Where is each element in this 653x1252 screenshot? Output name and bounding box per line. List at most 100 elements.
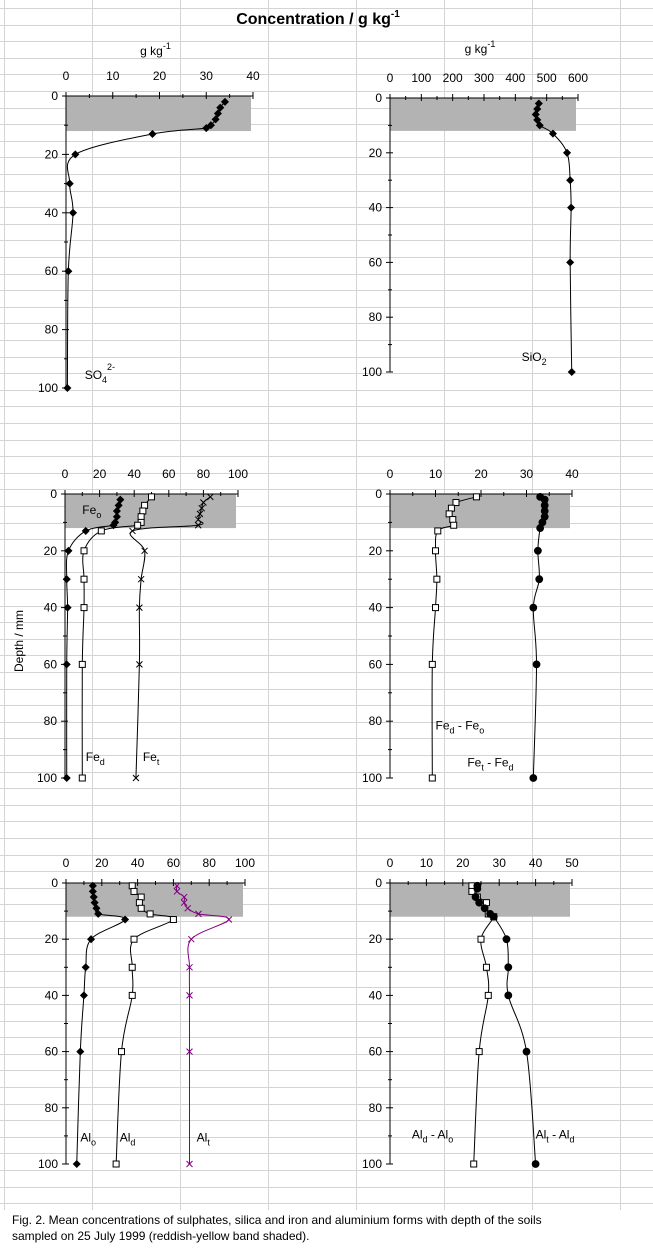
x-tick-label-fe_diff: 10 — [429, 467, 443, 481]
series-fe-0 — [62, 495, 125, 783]
data-point-fe-0-7 — [64, 546, 73, 555]
data-point-al-0-5 — [94, 909, 103, 918]
data-point-fe_diff-1-9 — [529, 603, 538, 612]
axes-al — [62, 879, 246, 1165]
annotation-al_diff-1-sub: t — [546, 1135, 549, 1145]
data-point-fe-1-5 — [134, 521, 142, 529]
figure-title-text: Concentration / g kg — [236, 11, 391, 28]
annotation-al_diff-1: Alt - Ald — [536, 1128, 575, 1145]
x-tick-label-fe_diff: 20 — [474, 467, 488, 481]
annotation-al_diff-0: Ald - Alo — [412, 1128, 453, 1145]
annotation-al-2: Alt — [197, 1131, 211, 1148]
data-point-al_diff-1-7 — [502, 935, 511, 944]
data-point-fe-0-11 — [62, 773, 71, 783]
x-tick-label-sio2: 300 — [474, 71, 494, 85]
x-tick-label-so4: 40 — [246, 69, 260, 83]
data-point-fe_diff-0-3 — [445, 510, 453, 518]
x-tick-label-so4: 0 — [63, 69, 70, 83]
x-tick-label-sio2: 0 — [387, 71, 394, 85]
data-point-al-1-0 — [128, 882, 136, 890]
y-tick-label-sio2: 40 — [369, 201, 383, 215]
y-tick-label-fe_diff: 20 — [369, 544, 383, 558]
data-point-al_diff-1-2 — [471, 893, 480, 901]
data-point-al-1-2 — [137, 893, 145, 901]
figure-caption: Fig. 2. Mean concentrations of sulphates… — [12, 1212, 642, 1244]
data-point-al-0-9 — [79, 991, 88, 1000]
data-point-so4-0-5 — [202, 124, 211, 133]
series-line-fe-0 — [65, 499, 121, 779]
x-tick-label-fe: 20 — [93, 467, 107, 481]
data-point-al-0-8 — [81, 963, 90, 972]
data-point-al-2-0 — [173, 882, 181, 890]
axes-sio2 — [386, 94, 579, 373]
annotation-fe_diff-1-main: Fe — [467, 756, 481, 770]
axes-so4 — [62, 92, 254, 389]
data-point-fe-2-9-stroke — [136, 604, 143, 611]
data-point-al-2-1 — [173, 888, 181, 895]
data-point-al-2-8 — [186, 963, 193, 971]
data-point-al-1-3 — [135, 899, 143, 907]
data-point-al-1-5 — [146, 910, 154, 918]
x-tick-label-al: 20 — [95, 856, 109, 870]
series-al_diff-1 — [471, 881, 540, 1168]
data-point-fe_diff-0-2 — [447, 504, 455, 512]
annotation-al-1-main: Al — [120, 1131, 131, 1145]
annotation-al-2-main: Al — [197, 1131, 208, 1145]
y-tick-label-so4: 0 — [51, 89, 58, 103]
data-point-fe_diff-0-9 — [432, 604, 439, 612]
data-point-fe_diff-1-6 — [536, 524, 545, 532]
series-line-al-2 — [175, 885, 230, 1164]
data-point-fe-2-10 — [136, 661, 143, 668]
series-al-2 — [173, 882, 233, 1168]
y-tick-label-so4: 60 — [45, 264, 59, 278]
data-point-fe-2-2 — [198, 504, 206, 512]
data-point-al-1-6 — [169, 916, 177, 924]
annotation-fe_diff-0-suffix-sub: o — [479, 726, 484, 736]
data-point-al-0-7 — [87, 935, 96, 944]
y-tick-label-so4: 80 — [45, 323, 59, 337]
x-tick-label-fe: 80 — [197, 467, 211, 481]
series-line-al_diff-0 — [470, 885, 495, 1165]
annotation-al-1-sub: d — [130, 1138, 135, 1148]
data-point-fe-2-6 — [129, 527, 136, 535]
figure-title: Concentration / g kg-1 — [236, 9, 400, 28]
data-point-al-1-9 — [128, 991, 136, 999]
annotation-so4-0-main: SO — [85, 368, 102, 382]
axes-al_diff — [386, 879, 573, 1165]
data-point-al-2-0-stroke — [173, 882, 181, 890]
data-point-al-2-11-stroke — [186, 1160, 193, 1168]
series-so4-0 — [63, 97, 229, 393]
x-tick-label-al: 0 — [63, 856, 70, 870]
data-point-al_diff-1-3 — [475, 898, 484, 907]
data-point-sio2-0-4 — [535, 121, 544, 130]
annotation-fe-2-sub: t — [157, 757, 160, 767]
series-line-so4-0 — [66, 101, 226, 389]
data-point-so4-0-9 — [68, 208, 78, 217]
caption-line-1: Fig. 2. Mean concentrations of sulphates… — [12, 1213, 542, 1227]
data-point-fe-2-5-stroke — [194, 521, 202, 529]
data-point-al-2-11 — [186, 1160, 193, 1168]
annotation-fe-0-sub: o — [96, 510, 101, 520]
data-point-sio2-0-9 — [566, 258, 575, 267]
annotation-fe_diff-1-sub: t — [481, 763, 484, 773]
y-tick-label-fe: 100 — [37, 771, 57, 785]
annotation-al_diff-0-sub: d — [423, 1135, 428, 1145]
data-point-al-0-11 — [72, 1159, 81, 1169]
data-point-sio2-0-6 — [563, 148, 572, 157]
data-point-fe-2-7 — [141, 547, 148, 555]
data-point-fe_diff-0-7 — [432, 547, 439, 555]
data-point-fe_diff-1-8 — [535, 575, 544, 584]
annotation-al_diff-1-suffix: - Al — [549, 1128, 570, 1142]
series-fe-1 — [78, 493, 155, 782]
series-fe_diff-0 — [428, 493, 480, 782]
x-tick-label-al_diff: 10 — [420, 856, 434, 870]
data-point-al-2-8-stroke — [186, 963, 193, 971]
y-tick-label-sio2: 80 — [369, 310, 383, 324]
data-point-fe-1-7 — [80, 547, 88, 555]
data-point-al-2-10 — [186, 1048, 193, 1055]
y-tick-label-al: 80 — [45, 1101, 59, 1115]
data-point-al_diff-1-6 — [489, 912, 498, 921]
data-point-al-2-2 — [180, 893, 188, 901]
